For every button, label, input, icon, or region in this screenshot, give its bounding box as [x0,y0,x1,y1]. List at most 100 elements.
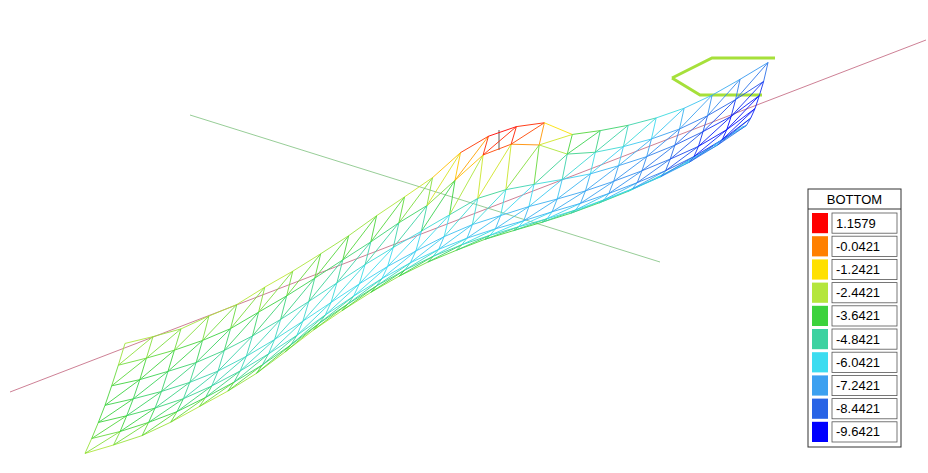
mesh-edge [576,200,604,210]
legend-cell [832,283,897,303]
mesh-edge [231,312,259,328]
mesh-edge [259,271,293,312]
mesh-edge [252,296,286,336]
legend-cell [832,399,897,419]
mesh-edge [371,223,399,242]
mesh-edge [490,221,524,236]
mesh-edge [237,287,265,304]
mesh-edge [309,283,337,302]
mesh-edge [488,127,516,137]
mesh-edge [190,350,225,382]
legend-title: BOTTOM [827,192,882,207]
mesh-edge [181,316,209,329]
mesh-edge [142,422,171,435]
mesh-edge [600,125,628,130]
legend-label: -8.4421 [836,401,880,416]
mesh-edge [623,118,656,147]
mesh-edge [534,145,539,184]
mesh-edge [562,174,590,180]
mesh-edge [371,197,405,242]
mesh-edge [567,131,600,154]
mesh-edge [746,118,750,125]
legend-label: -7.2421 [836,378,880,393]
mesh-edge [314,304,348,330]
mesh-edge [269,335,297,354]
legend-label: -2.4421 [836,285,880,300]
mesh-edge [552,203,580,211]
mesh-edge [153,329,181,337]
mesh-edge [712,79,740,95]
mesh-edge [506,184,534,189]
mesh-edge [203,304,237,340]
mesh-edge [224,312,258,350]
mesh-edge [342,286,376,311]
mesh-edge [727,109,755,130]
mesh-edge [343,216,377,260]
mesh-edge [679,95,712,129]
mesh-edge [722,109,755,140]
mesh-edge [393,206,427,248]
mesh-edge [376,263,410,286]
mesh-edge [234,365,262,382]
legend-swatch [812,399,828,419]
mesh-edge [140,350,175,379]
mesh-edge [628,177,661,192]
mesh-edge [462,235,490,245]
mesh-edge [727,96,760,130]
mesh-edge [285,323,319,352]
legend-cell [832,422,897,442]
mesh-edge [114,436,143,445]
mesh-edge [321,236,349,254]
mesh-edge [571,200,604,213]
mesh-edge [365,223,399,265]
legend-cell [832,329,897,349]
mesh-edge [651,108,684,139]
mesh-edge [472,198,477,224]
mesh-edge [736,63,768,100]
mesh-edge [262,335,296,364]
mesh-edge [337,265,365,283]
mesh-edge [708,79,740,115]
mesh-edge [511,123,544,144]
mesh-edge [679,116,707,129]
mesh-edge [218,336,252,371]
mesh-edge [162,363,197,392]
mesh-edge [196,329,230,363]
mesh-edge [467,216,501,239]
mesh-edge [240,354,268,371]
legend-label: 1.1579 [836,216,876,231]
mesh-edge [410,237,444,263]
mesh-edge [127,408,155,416]
legend-label: -9.6421 [836,424,880,439]
mesh-edge [679,108,684,129]
mesh-edge [231,287,265,328]
mesh-edge [742,126,746,128]
legend-label: -4.8421 [836,332,880,347]
mesh-edge [580,181,613,203]
mesh-edge [619,157,647,166]
mesh-edge [455,136,488,180]
reference-lines [10,40,926,392]
structure-outline [672,58,775,95]
legend-swatch [812,422,828,442]
mesh-edge [506,145,539,190]
mesh-edge [155,382,190,408]
mesh-edge [315,236,349,278]
mesh-edge [694,130,727,157]
mesh-edge [399,206,427,223]
mesh-edge [557,191,585,199]
mesh-edge [656,162,689,178]
color-bar: BOTTOM1.1579-0.0421-1.2421-2.4421-3.6421… [808,189,901,447]
mesh-edge [265,271,293,287]
mesh-edge [177,397,205,411]
mesh-edge [590,166,618,174]
mesh-edge [513,219,547,231]
mesh-edge [171,407,200,423]
mesh-edge [421,215,449,231]
mesh-edge [206,371,241,397]
axis-line [190,115,660,262]
axis-line [10,40,926,392]
mesh-edge [614,157,647,182]
mesh-edge [519,212,553,227]
mesh-edge [319,296,353,323]
